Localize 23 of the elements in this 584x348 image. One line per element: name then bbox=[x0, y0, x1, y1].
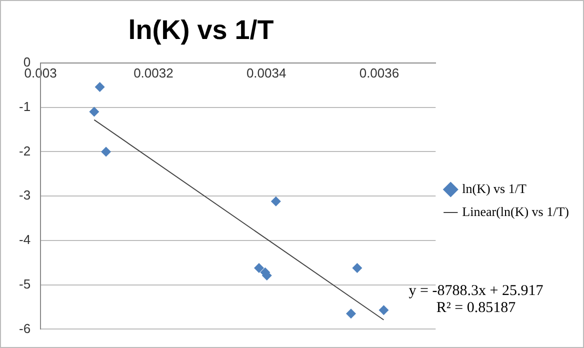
y-tick-label: -1 bbox=[18, 98, 31, 114]
chart-title: ln(K) vs 1/T bbox=[127, 15, 275, 46]
point bbox=[94, 82, 105, 92]
y-tick-label: -3 bbox=[18, 188, 31, 203]
x-tick-label: 0.0034 bbox=[246, 65, 286, 80]
y-tick-label: -6 bbox=[18, 320, 31, 336]
point bbox=[346, 308, 356, 319]
legend-label: Linear(ln(K) vs 1/T) bbox=[462, 204, 570, 219]
text: R² = 0.85187 bbox=[435, 300, 517, 317]
y-tick-label: -5 bbox=[18, 276, 31, 292]
point bbox=[270, 196, 281, 206]
point bbox=[378, 305, 389, 316]
x-tick-label: 0.0036 bbox=[359, 65, 400, 80]
legend-label: ln(K) vs 1/T bbox=[462, 180, 526, 196]
point bbox=[89, 106, 100, 117]
point bbox=[352, 262, 362, 273]
annotation: y = -8788.3x + 25.917 bbox=[408, 283, 544, 300]
point bbox=[101, 146, 112, 157]
x-tick-label: 0.0032 bbox=[134, 65, 174, 80]
y-tick-label: -2 bbox=[18, 143, 31, 158]
y-tick-label: -4 bbox=[18, 232, 31, 248]
point bbox=[254, 262, 264, 273]
y-tick-label: 0 bbox=[23, 54, 31, 70]
